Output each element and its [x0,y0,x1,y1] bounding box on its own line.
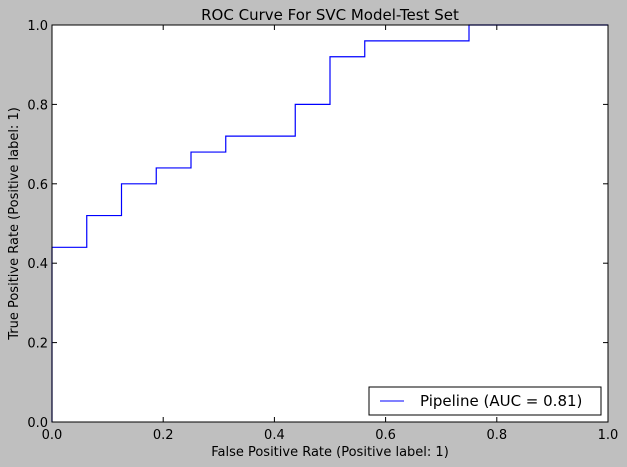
legend-label: Pipeline (AUC = 0.81) [420,392,582,410]
y-tick-label: 0.6 [27,178,48,193]
x-tick-label: 0.2 [153,428,174,443]
chart-title: ROC Curve For SVC Model-Test Set [201,6,459,24]
legend: Pipeline (AUC = 0.81) [368,386,602,416]
x-tick-label: 0.0 [42,428,63,443]
x-tick-label: 1.0 [598,428,619,443]
x-tick-label: 0.8 [486,428,507,443]
y-tick-label: 0.8 [27,98,48,113]
roc-curve-layer [51,24,608,422]
y-axis-label: True Positive Rate (Positive label: 1) [7,107,22,341]
axis-ticks: 0.0 0.2 0.4 0.6 0.8 1.0 0.0 0.2 0.4 0.6 0.8 1.0 [27,19,618,443]
x-tick-label: 0.4 [264,428,285,443]
y-tick-label: 1.0 [27,19,48,34]
y-tick-label: 0.4 [27,257,48,272]
x-axis-label: False Positive Rate (Positive label: 1) [211,445,449,460]
plot-frame [51,24,609,423]
roc-curve-line [51,24,608,422]
y-tick-label: 0.0 [27,416,48,431]
x-tick-label: 0.6 [375,428,396,443]
y-tick-label: 0.2 [27,337,48,352]
legend-box [368,386,602,416]
